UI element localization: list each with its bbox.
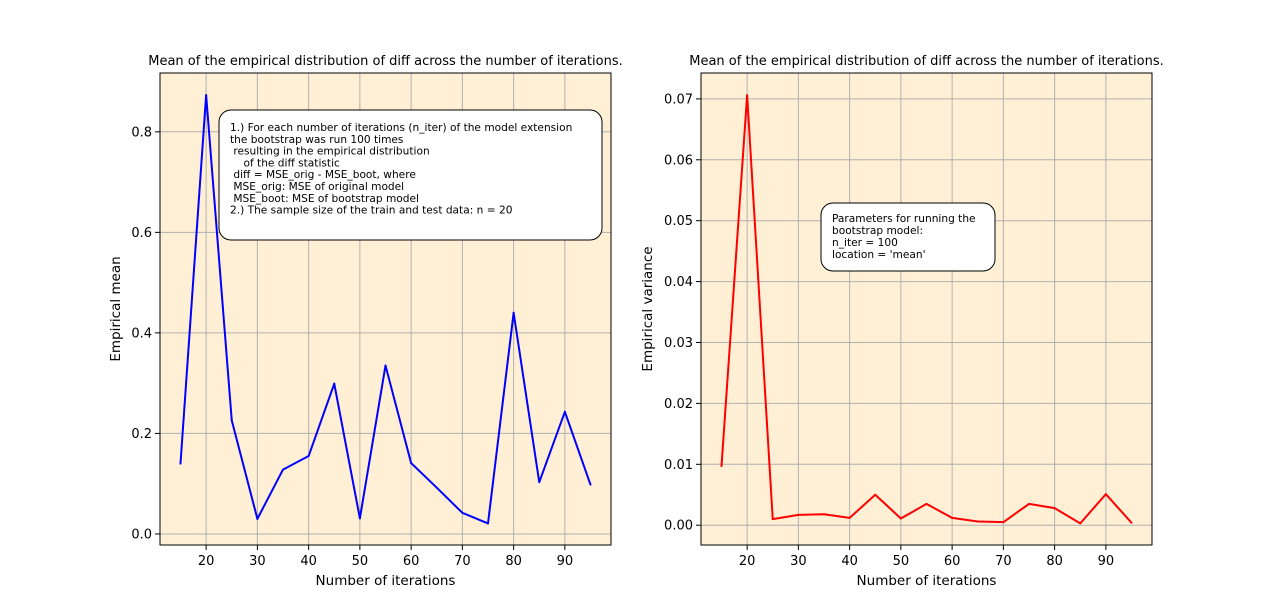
right-data-point [1079,522,1082,525]
right-grid [701,73,1152,545]
right-data-point [1104,493,1107,496]
left-data-point [384,364,387,367]
right-data-point [1053,507,1056,510]
left-plot-frame [159,72,612,546]
left-y-tick-label: 0.8 [131,125,152,140]
right-y-tick-label: 0.05 [664,214,693,229]
left-y-tick-label: 0.6 [131,226,152,241]
right-chart-title: Mean of the empirical distribution of di… [689,54,1163,69]
left-data-point [487,522,489,525]
right-y-tick-label: 0.03 [664,336,693,351]
left-data-points [179,94,592,525]
left-data-point [179,462,182,465]
right-plot-area [701,73,1152,545]
right-data-point [720,465,723,468]
right-y-tick-label: 0.06 [664,153,693,168]
left-x-tick-label: 60 [403,554,420,569]
left-annotation-line: resulting in the empirical distribution [230,146,430,158]
right-chart: 20 30 40 50 60 70 80 90 0.000.010.020.030.040.0… [640,54,1164,589]
right-annotation-line: location = 'mean' [832,249,926,261]
left-annotation-line: diff = MSE_orig - MSE_boot, where [230,169,416,181]
left-data-point [512,311,515,314]
right-data-point [746,94,749,97]
right-data-point [1002,521,1005,524]
right-y-tick-label: 0.04 [664,275,693,290]
left-x-tick-label: 90 [557,554,574,569]
right-data-point [823,513,825,516]
left-annotation-line: MSE_boot: MSE of bootstrap model [230,193,419,205]
left-y-ticks: 0.0 0.2 0.4 0.6 0.8 [131,125,160,542]
right-data-point [899,517,902,520]
left-annotation-line: of the diff statistic [230,157,340,169]
right-data-points [720,94,1133,525]
left-data-point [307,455,310,458]
left-x-tick-label: 50 [352,554,369,569]
left-y-tick-label: 0.0 [131,527,152,542]
left-x-axis-label: Number of iterations [316,573,456,589]
right-data-point [925,502,928,505]
left-data-point [563,410,566,413]
left-x-tick-label: 20 [198,554,215,569]
right-x-tick-label: 70 [995,554,1012,569]
left-data-point [282,468,284,471]
right-y-axis-label: Empirical variance [640,246,656,371]
right-data-point [1028,502,1030,505]
right-x-axis-label: Number of iterations [857,573,997,589]
right-y-tick-label: 0.07 [664,92,693,107]
right-data-point [874,493,877,496]
left-data-point [230,419,233,422]
right-data-point [976,520,979,523]
right-y-tick-label: 0.02 [664,397,693,412]
left-data-point [333,382,336,385]
left-data-point [205,94,208,97]
left-data-point [358,517,361,520]
right-annotation-line: n_iter = 100 [832,237,898,249]
left-x-tick-label: 40 [300,554,317,569]
right-data-point [951,516,954,519]
right-x-ticks: 20 30 40 50 60 70 80 90 [739,545,1114,569]
right-data-point [771,518,774,521]
left-data-point [435,486,438,489]
left-data-point [410,462,413,465]
left-data-point [256,517,259,520]
right-annotation-line: bootstrap model: [832,225,923,237]
left-annotation-line: 2.) The sample size of the train and tes… [230,205,513,217]
right-x-tick-label: 30 [790,554,807,569]
right-data-point [1130,521,1133,524]
left-y-axis-label: Empirical mean [108,256,124,361]
right-y-tick-label: 0.00 [664,519,693,534]
left-x-tick-label: 70 [454,554,471,569]
left-data-point [538,481,541,484]
left-chart-title: Mean of the empirical distribution of di… [148,54,622,69]
right-data-point [848,516,851,519]
right-y-tick-label: 0.01 [664,458,693,473]
left-annotation-line: the bootstrap was run 100 times [230,134,403,146]
right-x-tick-label: 20 [739,554,756,569]
left-x-tick-label: 30 [249,554,266,569]
left-data-point [461,511,464,514]
right-x-tick-label: 40 [841,554,858,569]
left-annotation-box: 1.) For each number of iterations (n_ite… [218,109,603,241]
right-x-tick-label: 50 [893,554,910,569]
right-x-tick-label: 80 [1046,554,1063,569]
right-plot-frame [700,72,1153,546]
left-data-point [589,483,592,486]
left-chart: 20 30 40 50 60 70 80 90 0.0 0.2 0.4 0.6 0.8 Mean of… [108,54,623,589]
right-annotation-line: Parameters for running the [832,213,976,225]
left-annotation-line: MSE_orig: MSE of original model [230,181,404,193]
right-x-tick-label: 60 [944,554,961,569]
right-data-point [797,513,800,516]
left-annotation-line: 1.) For each number of iterations (n_ite… [230,122,572,134]
right-x-tick-label: 90 [1098,554,1115,569]
left-x-tick-label: 80 [505,554,522,569]
left-y-tick-label: 0.4 [131,326,152,341]
right-annotation-box: Parameters for running the bootstrap mod… [820,202,996,272]
left-x-ticks: 20 30 40 50 60 70 80 90 [198,545,573,569]
left-y-tick-label: 0.2 [131,427,152,442]
right-annotation-text: Parameters for running the bootstrap mod… [832,213,979,261]
left-annotation-text: 1.) For each number of iterations (n_ite… [230,122,603,217]
right-y-ticks: 0.00 0.01 0.02 0.03 0.04 0.05 0.06 0.07 [664,92,701,534]
